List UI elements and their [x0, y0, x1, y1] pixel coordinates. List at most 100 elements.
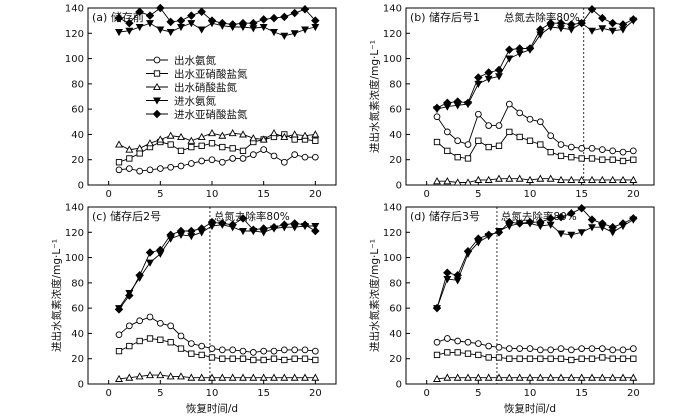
- data-point: [556, 18, 566, 28]
- data-point: [505, 174, 514, 182]
- data-point: [156, 3, 165, 13]
- data-point: [187, 11, 196, 20]
- chart-panel-2: 0 20 40 60 80 100 120 140 0 5 10 15 20 (b) 储存后号1 进出水氮素…: [368, 4, 655, 200]
- data-point: [557, 141, 565, 148]
- data-point: [619, 373, 627, 381]
- data-point: [301, 346, 309, 354]
- y-tick-label: 120: [65, 29, 84, 40]
- data-point: [249, 373, 258, 381]
- data-point: [525, 44, 535, 53]
- data-point: [588, 155, 596, 162]
- data-point: [177, 23, 185, 32]
- data-point: [474, 373, 483, 381]
- data-point: [577, 18, 586, 28]
- y-tick-label: 120: [65, 228, 84, 239]
- data-point: [219, 355, 226, 362]
- data-point: [166, 29, 175, 37]
- data-point: [177, 147, 185, 155]
- data-point: [444, 147, 451, 155]
- x-tick-label: 20: [309, 388, 322, 399]
- data-point: [464, 141, 472, 148]
- data-point: [146, 259, 154, 267]
- data-point: [250, 356, 257, 364]
- data-point: [588, 27, 596, 35]
- y-tick-label: 20: [71, 354, 84, 365]
- data-point: [454, 349, 461, 356]
- data-point: [311, 153, 319, 161]
- data-point: [578, 355, 585, 362]
- data-point: [166, 131, 175, 139]
- data-point: [249, 349, 257, 356]
- data-point: [166, 17, 175, 27]
- data-point: [145, 11, 155, 20]
- y-tick-label: 0: [78, 380, 84, 391]
- series-3: [115, 129, 320, 153]
- y-tick-label: 80: [389, 79, 402, 90]
- data-point: [136, 167, 144, 175]
- data-point: [474, 340, 482, 347]
- data-point: [291, 346, 299, 354]
- legend-marker: [153, 56, 161, 64]
- data-point: [135, 23, 144, 32]
- x-tick-label: 5: [157, 189, 163, 200]
- data-point: [157, 336, 164, 343]
- data-point: [557, 152, 565, 160]
- data-point: [218, 18, 227, 28]
- data-point: [464, 338, 472, 346]
- series-line: [436, 219, 634, 309]
- y-axis-label: 进出水氮素浓度/mg·L⁻¹: [50, 239, 63, 352]
- data-point: [311, 16, 320, 25]
- data-point: [505, 55, 514, 63]
- data-point: [547, 148, 554, 156]
- legend-label: 进水亚硝酸盐氮: [174, 108, 248, 121]
- series-1: [115, 146, 319, 175]
- data-point: [474, 73, 483, 82]
- data-point: [229, 355, 236, 362]
- data-point: [126, 155, 133, 162]
- series-5: [114, 214, 320, 314]
- x-tick-label: 20: [309, 189, 322, 200]
- data-point: [229, 145, 236, 152]
- data-point: [197, 26, 206, 34]
- data-point: [464, 155, 472, 162]
- data-point: [197, 132, 206, 140]
- data-point: [156, 165, 164, 172]
- data-point: [291, 136, 298, 143]
- data-point: [239, 147, 247, 155]
- data-point: [505, 373, 514, 381]
- series-5: [432, 204, 638, 313]
- data-point: [475, 137, 482, 144]
- data-point: [474, 234, 483, 243]
- data-point: [598, 373, 607, 381]
- legend-label: 出水亚硝酸盐氮: [174, 68, 248, 81]
- x-tick-label: 20: [627, 388, 640, 399]
- data-point: [249, 225, 258, 234]
- data-point: [484, 68, 493, 77]
- data-point: [432, 103, 442, 113]
- removal-annotation: 总氮去除率80%: [504, 11, 580, 24]
- data-point: [249, 151, 257, 159]
- data-point: [269, 222, 279, 232]
- y-tick-label: 40: [71, 329, 84, 340]
- data-point: [208, 354, 216, 361]
- series-3: [115, 371, 320, 382]
- data-point: [259, 135, 268, 143]
- legend-label: 进水氨氮: [174, 95, 216, 108]
- data-point: [239, 155, 247, 162]
- data-point: [484, 175, 493, 183]
- data-point: [526, 137, 534, 144]
- data-point: [557, 175, 565, 183]
- data-point: [197, 224, 206, 233]
- series-line: [436, 8, 634, 109]
- data-point: [228, 220, 237, 229]
- data-point: [156, 371, 165, 379]
- data-point: [207, 16, 217, 25]
- data-point: [567, 143, 575, 151]
- data-point: [146, 335, 154, 342]
- data-point: [588, 175, 596, 183]
- data-point: [453, 373, 462, 381]
- data-point: [208, 156, 216, 164]
- data-point: [280, 373, 289, 381]
